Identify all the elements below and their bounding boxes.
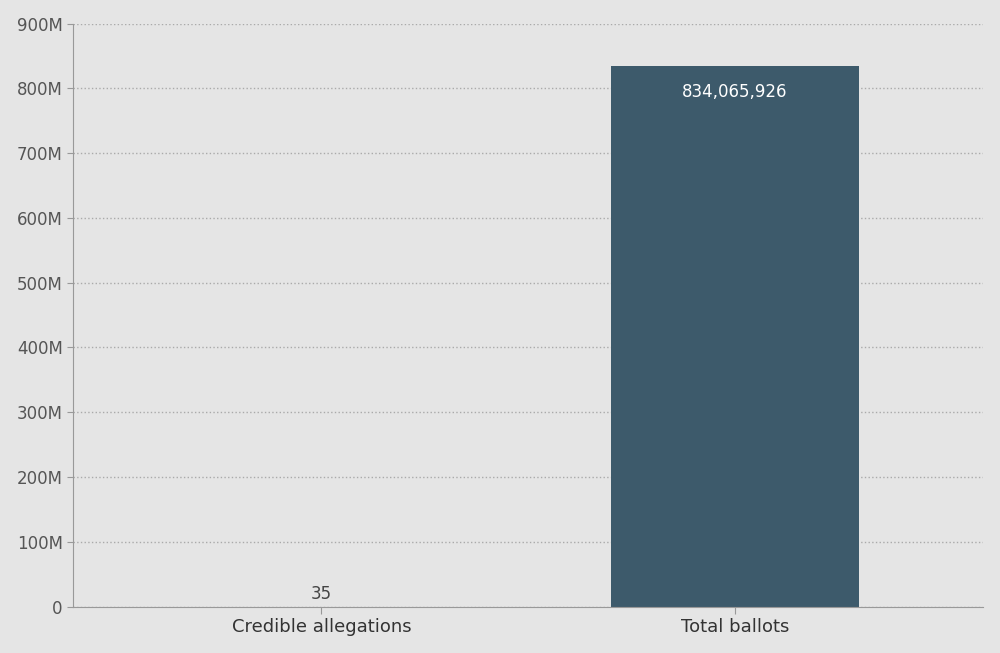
- Text: 35: 35: [311, 584, 332, 603]
- Bar: [611, 67, 859, 607]
- Text: 834,065,926: 834,065,926: [682, 82, 788, 101]
